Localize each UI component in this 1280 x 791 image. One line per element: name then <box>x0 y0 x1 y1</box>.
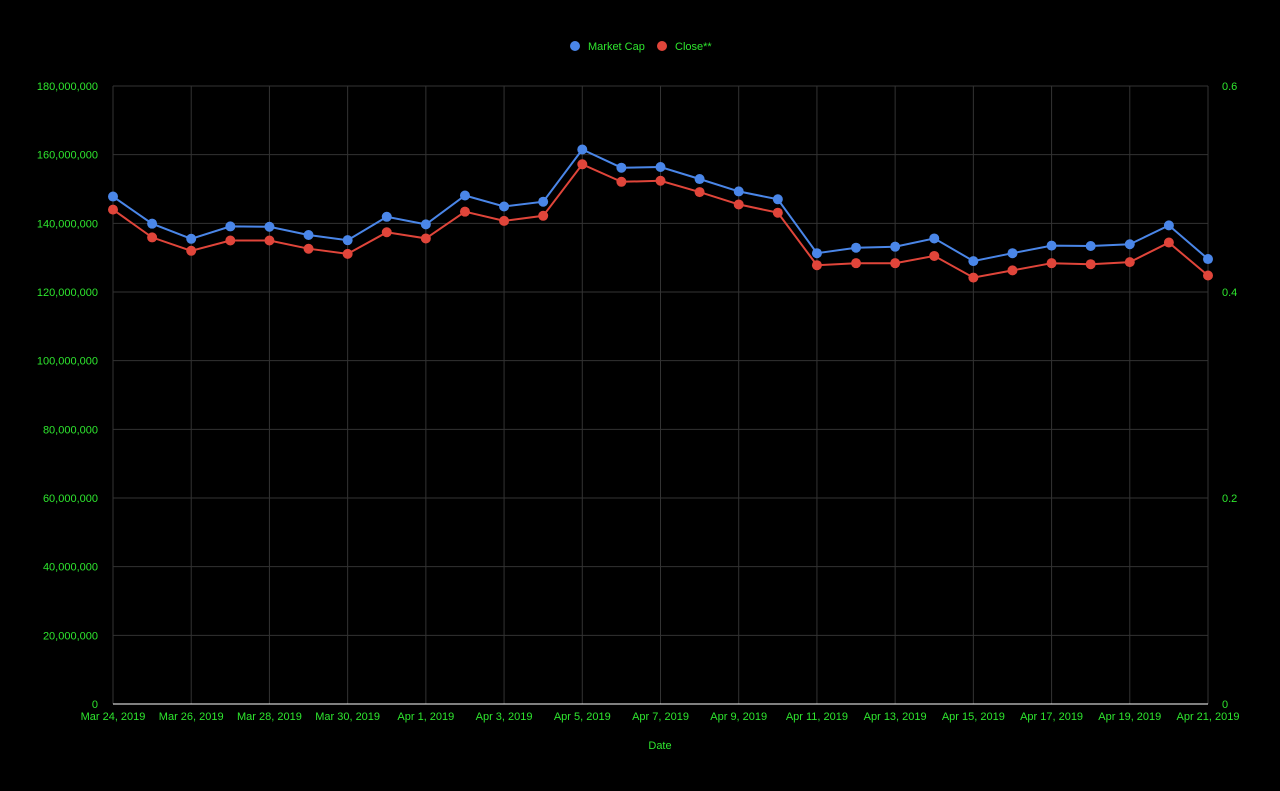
data-point-market-cap[interactable] <box>381 211 392 222</box>
data-point-close[interactable] <box>303 243 314 254</box>
data-point-market-cap[interactable] <box>342 235 353 246</box>
x-tick-label: Apr 15, 2019 <box>942 711 1005 723</box>
y-right-tick-label: 0.4 <box>1222 287 1237 299</box>
data-point-close[interactable] <box>851 258 862 269</box>
y-left-tick-label: 180,000,000 <box>37 81 98 93</box>
axes: 0 20,000,000 40,000,000 60,000,000 80,000,00… <box>37 81 1240 723</box>
data-point-market-cap[interactable] <box>694 174 705 185</box>
data-point-close[interactable] <box>772 207 783 218</box>
x-tick-label: Apr 1, 2019 <box>397 711 454 723</box>
legend-marker-market-cap <box>570 41 580 51</box>
y-left-tick-label: 140,000,000 <box>37 218 98 230</box>
data-point-market-cap[interactable] <box>811 248 822 259</box>
data-point-close[interactable] <box>186 245 197 256</box>
data-point-market-cap[interactable] <box>929 233 940 244</box>
data-point-market-cap[interactable] <box>1007 248 1018 259</box>
data-point-close[interactable] <box>968 272 979 283</box>
y-right-tick-label: 0 <box>1222 699 1228 711</box>
data-point-close[interactable] <box>538 210 549 221</box>
grid <box>112 85 1209 704</box>
data-point-market-cap[interactable] <box>1046 240 1057 251</box>
data-point-close[interactable] <box>1085 259 1096 270</box>
legend: Market Cap Close** <box>570 41 712 53</box>
y-right-tick-label: 0.6 <box>1222 81 1237 93</box>
data-point-market-cap[interactable] <box>616 162 627 173</box>
data-point-market-cap[interactable] <box>108 191 118 202</box>
data-point-market-cap[interactable] <box>1085 240 1096 251</box>
data-point-close[interactable] <box>225 235 236 246</box>
data-point-close[interactable] <box>342 248 353 259</box>
data-point-close[interactable] <box>1124 257 1135 268</box>
x-tick-label: Apr 3, 2019 <box>476 711 533 723</box>
data-point-close[interactable] <box>1046 258 1057 269</box>
y-left-tick-label: 160,000,000 <box>37 150 98 162</box>
y-left-tick-label: 0 <box>92 699 98 711</box>
y-left-tick-label: 120,000,000 <box>37 287 98 299</box>
data-point-close[interactable] <box>655 175 666 186</box>
x-tick-label: Apr 17, 2019 <box>1020 711 1083 723</box>
x-tick-label: Mar 26, 2019 <box>159 711 224 723</box>
data-point-close[interactable] <box>381 227 392 238</box>
y-right-tick-label: 0.2 <box>1222 493 1237 505</box>
data-point-close[interactable] <box>733 199 744 210</box>
data-point-market-cap[interactable] <box>186 233 197 244</box>
data-point-market-cap[interactable] <box>538 196 549 207</box>
data-point-close[interactable] <box>147 232 158 243</box>
data-point-market-cap[interactable] <box>772 194 783 205</box>
y-left-tick-label: 80,000,000 <box>43 424 98 436</box>
x-tick-label: Mar 30, 2019 <box>315 711 380 723</box>
data-point-close[interactable] <box>577 159 588 170</box>
y-left-tick-label: 60,000,000 <box>43 493 98 505</box>
x-tick-label: Apr 21, 2019 <box>1177 711 1240 723</box>
data-point-close[interactable] <box>420 233 431 244</box>
data-point-market-cap[interactable] <box>733 186 744 197</box>
data-point-market-cap[interactable] <box>225 221 236 232</box>
x-tick-label: Apr 5, 2019 <box>554 711 611 723</box>
data-point-close[interactable] <box>1203 270 1213 281</box>
data-point-close[interactable] <box>459 206 470 217</box>
x-tick-label: Apr 9, 2019 <box>710 711 767 723</box>
y-left-tick-label: 20,000,000 <box>43 630 98 642</box>
data-point-close[interactable] <box>499 215 510 226</box>
legend-label-close: Close** <box>675 41 712 53</box>
data-point-close[interactable] <box>1007 265 1018 276</box>
data-point-close[interactable] <box>1163 237 1174 248</box>
data-point-close[interactable] <box>264 235 275 246</box>
data-point-market-cap[interactable] <box>655 162 666 173</box>
data-point-market-cap[interactable] <box>147 218 158 229</box>
data-point-market-cap[interactable] <box>499 201 510 212</box>
legend-marker-close <box>657 41 667 51</box>
data-point-close[interactable] <box>616 176 627 187</box>
x-tick-label: Apr 7, 2019 <box>632 711 689 723</box>
data-point-close[interactable] <box>890 258 901 269</box>
data-point-market-cap[interactable] <box>420 219 431 230</box>
x-tick-label: Apr 13, 2019 <box>864 711 927 723</box>
data-point-market-cap[interactable] <box>1124 239 1135 250</box>
x-tick-label: Mar 24, 2019 <box>81 711 146 723</box>
data-point-close[interactable] <box>694 187 705 198</box>
x-axis-title: Date <box>648 740 671 752</box>
data-point-close[interactable] <box>108 204 118 215</box>
data-point-market-cap[interactable] <box>577 144 588 155</box>
y-left-tick-label: 40,000,000 <box>43 562 98 574</box>
data-point-market-cap[interactable] <box>459 190 470 201</box>
data-point-close[interactable] <box>811 260 822 271</box>
x-tick-label: Apr 19, 2019 <box>1098 711 1161 723</box>
data-point-market-cap[interactable] <box>1163 220 1174 231</box>
data-point-market-cap[interactable] <box>968 256 979 267</box>
data-point-market-cap[interactable] <box>890 241 901 252</box>
data-point-market-cap[interactable] <box>264 221 275 232</box>
y-left-tick-label: 100,000,000 <box>37 356 98 368</box>
x-tick-label: Mar 28, 2019 <box>237 711 302 723</box>
legend-label-market-cap: Market Cap <box>588 41 645 53</box>
x-tick-label: Apr 11, 2019 <box>786 711 848 723</box>
data-point-market-cap[interactable] <box>303 230 314 241</box>
data-point-market-cap[interactable] <box>851 242 862 253</box>
series-layer <box>108 144 1213 283</box>
data-point-market-cap[interactable] <box>1203 254 1213 265</box>
data-point-close[interactable] <box>929 250 940 261</box>
